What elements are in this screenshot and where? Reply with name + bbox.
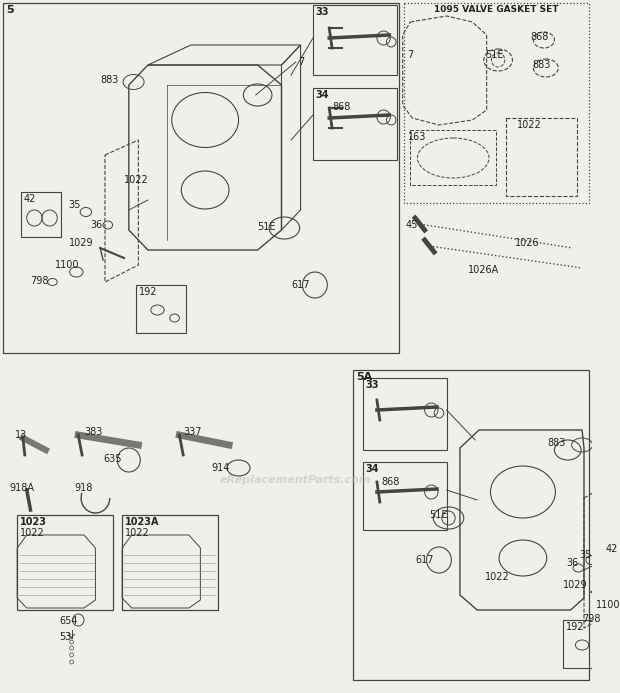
Text: 1026: 1026	[515, 238, 540, 248]
Text: 35: 35	[579, 550, 591, 560]
Text: 868: 868	[531, 32, 549, 42]
Bar	[3, 3, 399, 353]
Bar	[563, 620, 613, 668]
Text: 7: 7	[298, 57, 304, 67]
Text: 918: 918	[74, 483, 93, 493]
Text: 45: 45	[405, 220, 418, 230]
Text: 383: 383	[84, 427, 102, 437]
Text: 617: 617	[415, 555, 433, 565]
Text: 51E: 51E	[430, 510, 448, 520]
Text: 868: 868	[332, 102, 350, 112]
Text: 1029: 1029	[69, 238, 94, 248]
Text: 192: 192	[566, 622, 585, 632]
Text: 192: 192	[140, 287, 158, 297]
Text: 1022: 1022	[125, 528, 150, 538]
Text: 883: 883	[547, 438, 566, 448]
Text: 51E: 51E	[258, 222, 276, 232]
Text: 1023A: 1023A	[125, 517, 159, 527]
Text: 1100: 1100	[596, 600, 620, 610]
Text: 36: 36	[566, 558, 578, 568]
Text: 42: 42	[24, 194, 36, 204]
Text: 5: 5	[7, 5, 14, 15]
Text: 1026A: 1026A	[467, 265, 499, 275]
Bar	[21, 192, 61, 237]
Bar	[404, 3, 589, 203]
Text: 51E: 51E	[485, 50, 503, 60]
Text: 868: 868	[382, 477, 400, 487]
Text: 5A: 5A	[356, 372, 372, 382]
Text: 337: 337	[184, 427, 202, 437]
Text: 1022: 1022	[124, 175, 149, 185]
Text: 163: 163	[407, 132, 426, 142]
Text: 1022: 1022	[20, 528, 45, 538]
Text: 53: 53	[59, 632, 71, 642]
Text: eReplacementParts.com: eReplacementParts.com	[220, 475, 371, 485]
Text: 33: 33	[365, 380, 379, 390]
Text: 1022: 1022	[517, 120, 542, 130]
Text: 654: 654	[59, 616, 78, 626]
Bar	[410, 130, 496, 185]
Text: 33: 33	[316, 7, 329, 17]
Bar	[363, 462, 446, 530]
Text: 1023: 1023	[20, 517, 47, 527]
Text: 798: 798	[582, 614, 601, 624]
Text: 617: 617	[291, 280, 309, 290]
Text: 34: 34	[365, 464, 379, 474]
Text: 13: 13	[16, 430, 27, 440]
Text: 42: 42	[606, 544, 618, 554]
Text: 35: 35	[69, 200, 81, 210]
Bar	[313, 5, 397, 75]
Bar	[313, 88, 397, 160]
Text: 7: 7	[407, 50, 414, 60]
Bar	[603, 542, 620, 587]
Text: 1022: 1022	[485, 572, 510, 582]
Text: 635: 635	[103, 454, 122, 464]
Text: 883: 883	[533, 60, 551, 70]
Text: 798: 798	[30, 276, 49, 286]
Bar	[136, 285, 186, 333]
Bar	[122, 515, 218, 610]
Bar	[17, 515, 113, 610]
Text: 34: 34	[316, 90, 329, 100]
Text: 36: 36	[91, 220, 103, 230]
Bar	[363, 378, 446, 450]
Bar	[353, 370, 589, 680]
Text: 1100: 1100	[55, 260, 80, 270]
Text: 883: 883	[100, 75, 118, 85]
Text: 918A: 918A	[9, 483, 35, 493]
Text: 1095 VALVE GASKET SET: 1095 VALVE GASKET SET	[434, 5, 559, 14]
Text: 1029: 1029	[563, 580, 588, 590]
Bar	[506, 118, 577, 196]
Text: 914: 914	[212, 463, 230, 473]
